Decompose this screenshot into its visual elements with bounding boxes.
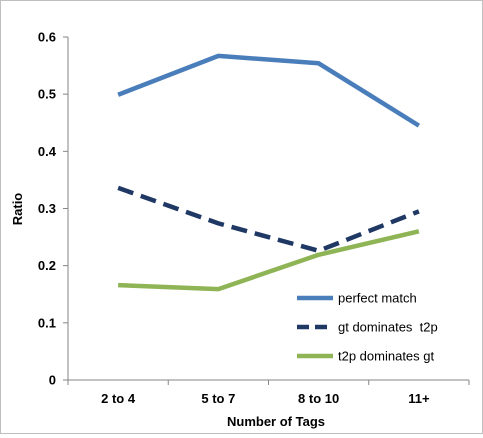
x-axis-title: Number of Tags [227, 414, 325, 429]
legend-label: gt dominates t2p [338, 320, 438, 335]
y-tick-label: 0.2 [38, 258, 56, 273]
series-layer [118, 56, 419, 289]
y-tick-label: 0 [49, 373, 56, 388]
chart-legend: perfect match gt dominates t2p t2p dominat… [297, 291, 438, 364]
series-line-3 [118, 231, 419, 289]
y-tick-label: 0.5 [38, 87, 56, 102]
y-axis-title: Ratio [10, 193, 25, 226]
legend-label: t2p dominates gt [338, 349, 435, 364]
x-tick-label: 8 to 10 [298, 391, 339, 406]
x-tick-label: 11+ [408, 391, 430, 406]
y-tick-label: 0.3 [38, 201, 56, 216]
x-tick-label: 5 to 7 [201, 391, 235, 406]
y-tick-label: 0.4 [38, 144, 57, 159]
legend-label: perfect match [338, 291, 417, 306]
y-tick-label: 0.6 [38, 30, 56, 45]
y-tick-label: 0.1 [38, 315, 56, 330]
x-tick-label: 2 to 4 [101, 391, 136, 406]
series-line-1 [118, 56, 419, 126]
